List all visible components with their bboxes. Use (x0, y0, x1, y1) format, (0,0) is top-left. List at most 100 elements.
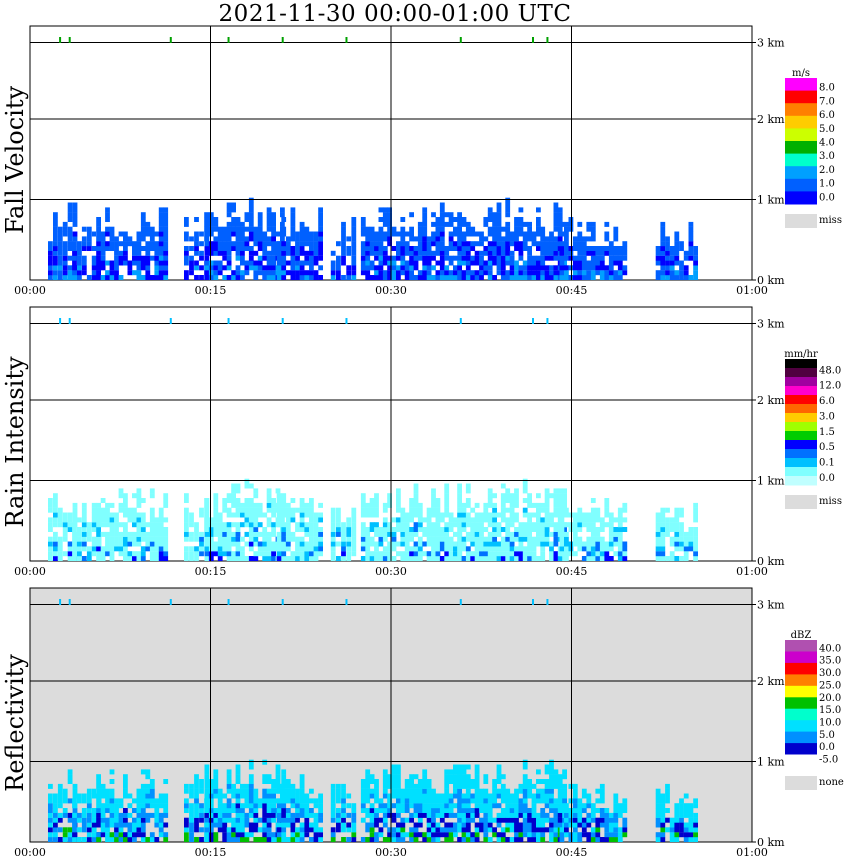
echo-cell (461, 502, 467, 508)
echo-cell (617, 832, 623, 838)
echo-cell (608, 250, 614, 256)
echo-cell (553, 803, 559, 809)
echo-cell (396, 808, 401, 813)
echo-cell (318, 531, 323, 537)
echo-cell (222, 246, 228, 251)
echo-cell (505, 221, 511, 227)
echo-cell (500, 502, 506, 508)
echo-cell (599, 551, 605, 557)
echo-cell (136, 265, 142, 271)
echo-cell (91, 793, 97, 799)
echo-cell (492, 231, 497, 237)
echo-cell (72, 217, 78, 222)
echo-cell (266, 788, 272, 794)
echo-cell (81, 512, 87, 518)
echo-cell (426, 837, 432, 842)
echo-cell (400, 541, 406, 547)
echo-cell (553, 522, 559, 528)
echo-cell (262, 822, 268, 828)
legend-level: 5.0 (819, 730, 835, 741)
echo-cell (509, 507, 515, 513)
echo-cell (57, 231, 63, 237)
echo-cell (688, 803, 694, 809)
echo-cell (613, 551, 619, 557)
echo-cell (140, 512, 146, 518)
echo-cell (448, 536, 454, 542)
echo-cell (123, 832, 128, 838)
echo-cell (572, 517, 578, 523)
echo-cell (553, 265, 559, 271)
echo-cell (496, 546, 502, 552)
echo-cell (400, 798, 406, 804)
echo-cell (194, 827, 199, 833)
echo-cell (295, 812, 300, 818)
echo-cell (518, 832, 524, 838)
legend-level: 12.0 (819, 381, 841, 392)
echo-cell (154, 527, 160, 532)
echo-cell (572, 812, 578, 818)
echo-cell (262, 246, 268, 251)
echo-cell (163, 541, 169, 547)
echo-cell (448, 512, 454, 518)
echo-cell (154, 522, 160, 528)
echo-cell (409, 527, 414, 532)
echo-cell (496, 551, 502, 557)
echo-cell (281, 822, 287, 828)
echo-cell (189, 788, 194, 794)
echo-cell (465, 488, 471, 494)
echo-cell (145, 798, 151, 804)
echo-cell (217, 546, 223, 552)
echo-cell (492, 803, 497, 809)
echo-cell (271, 236, 276, 242)
echo-cell (194, 546, 199, 552)
echo-cell (140, 246, 146, 251)
echo-cell (492, 541, 497, 547)
echo-cell (163, 493, 169, 499)
echo-cell (262, 803, 268, 809)
echo-cell (536, 207, 541, 213)
echo-cell (435, 556, 441, 561)
echo-cell (360, 531, 366, 537)
echo-cell (226, 226, 232, 232)
echo-cell (96, 546, 101, 552)
echo-cell (487, 512, 493, 518)
echo-cell (404, 788, 410, 794)
echo-cell (387, 812, 392, 818)
echo-cell (271, 270, 276, 276)
echo-cell (149, 779, 155, 784)
echo-cell (422, 236, 428, 242)
echo-cell (360, 556, 366, 561)
echo-cell (57, 236, 63, 242)
echo-cell (660, 246, 666, 251)
echo-cell (184, 531, 189, 537)
echo-cell (527, 527, 532, 532)
echo-cell (479, 250, 484, 256)
echo-cell (136, 275, 142, 280)
legend-swatch (785, 754, 817, 767)
echo-cell (604, 265, 610, 271)
echo-cell (568, 512, 574, 518)
echo-cell (514, 488, 519, 494)
echo-cell (448, 551, 454, 557)
echo-cell (285, 541, 291, 547)
echo-cell (544, 817, 550, 823)
echo-cell (608, 517, 614, 523)
echo-cell (400, 837, 406, 842)
echo-cell (318, 517, 323, 523)
echo-cell (496, 769, 502, 775)
echo-cell (204, 250, 210, 256)
echo-cell (285, 270, 291, 276)
echo-cell (396, 769, 401, 775)
echo-cell (86, 817, 92, 823)
echo-cell (448, 812, 454, 818)
echo-cell (409, 536, 414, 542)
echo-cell (599, 788, 605, 794)
echo-cell (299, 536, 305, 542)
echo-cell (549, 793, 554, 799)
echo-cell (665, 265, 670, 271)
echo-cell (290, 260, 296, 266)
echo-cell (285, 241, 291, 247)
echo-cell (318, 551, 323, 557)
echo-cell (413, 822, 419, 828)
echo-cell (304, 546, 310, 552)
